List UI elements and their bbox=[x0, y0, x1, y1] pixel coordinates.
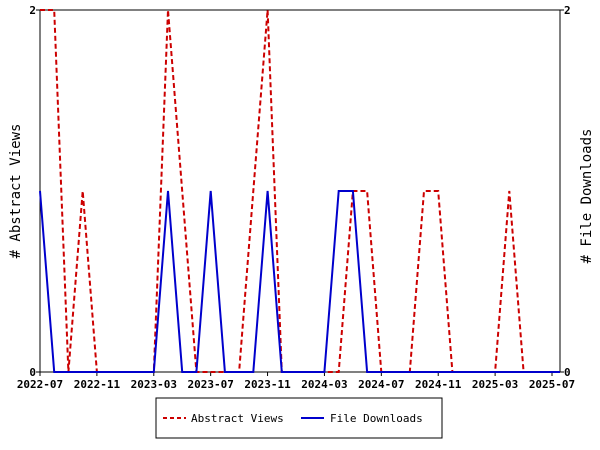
y-right-tick-label: 2 bbox=[564, 4, 571, 17]
y-right-tick-label: 0 bbox=[564, 366, 571, 379]
legend-label-abstract-views: Abstract Views bbox=[191, 412, 284, 425]
x-tick-label: 2024-11 bbox=[415, 378, 462, 391]
x-tick-label: 2023-11 bbox=[244, 378, 291, 391]
y-right-axis-title: # File Downloads bbox=[579, 129, 595, 264]
x-tick-label: 2024-03 bbox=[301, 378, 347, 391]
y-left-tick-label: 2 bbox=[29, 4, 36, 17]
x-tick-label: 2025-07 bbox=[529, 378, 575, 391]
legend-label-file-downloads: File Downloads bbox=[330, 412, 423, 425]
y-axis-ticks: 0 2 0 2 bbox=[29, 4, 570, 379]
x-tick-label: 2024-07 bbox=[358, 378, 404, 391]
x-tick-label: 2025-03 bbox=[472, 378, 518, 391]
legend: Abstract Views File Downloads bbox=[155, 397, 443, 439]
x-tick-label: 2023-07 bbox=[187, 378, 233, 391]
y-left-axis-title: # Abstract Views bbox=[8, 124, 24, 259]
legend-box bbox=[155, 397, 443, 439]
x-tick-label: 2023-03 bbox=[131, 378, 177, 391]
x-axis-ticks: 2022-07 2022-11 2023-03 2023-07 2023-11 2024-… bbox=[17, 372, 575, 391]
x-tick-label: 2022-07 bbox=[17, 378, 63, 391]
y-left-tick-label: 0 bbox=[29, 366, 36, 379]
series-layer bbox=[39, 9, 560, 373]
series-line-file-downloads bbox=[39, 190, 560, 373]
x-tick-label: 2022-11 bbox=[74, 378, 121, 391]
plot-area bbox=[39, 9, 561, 373]
